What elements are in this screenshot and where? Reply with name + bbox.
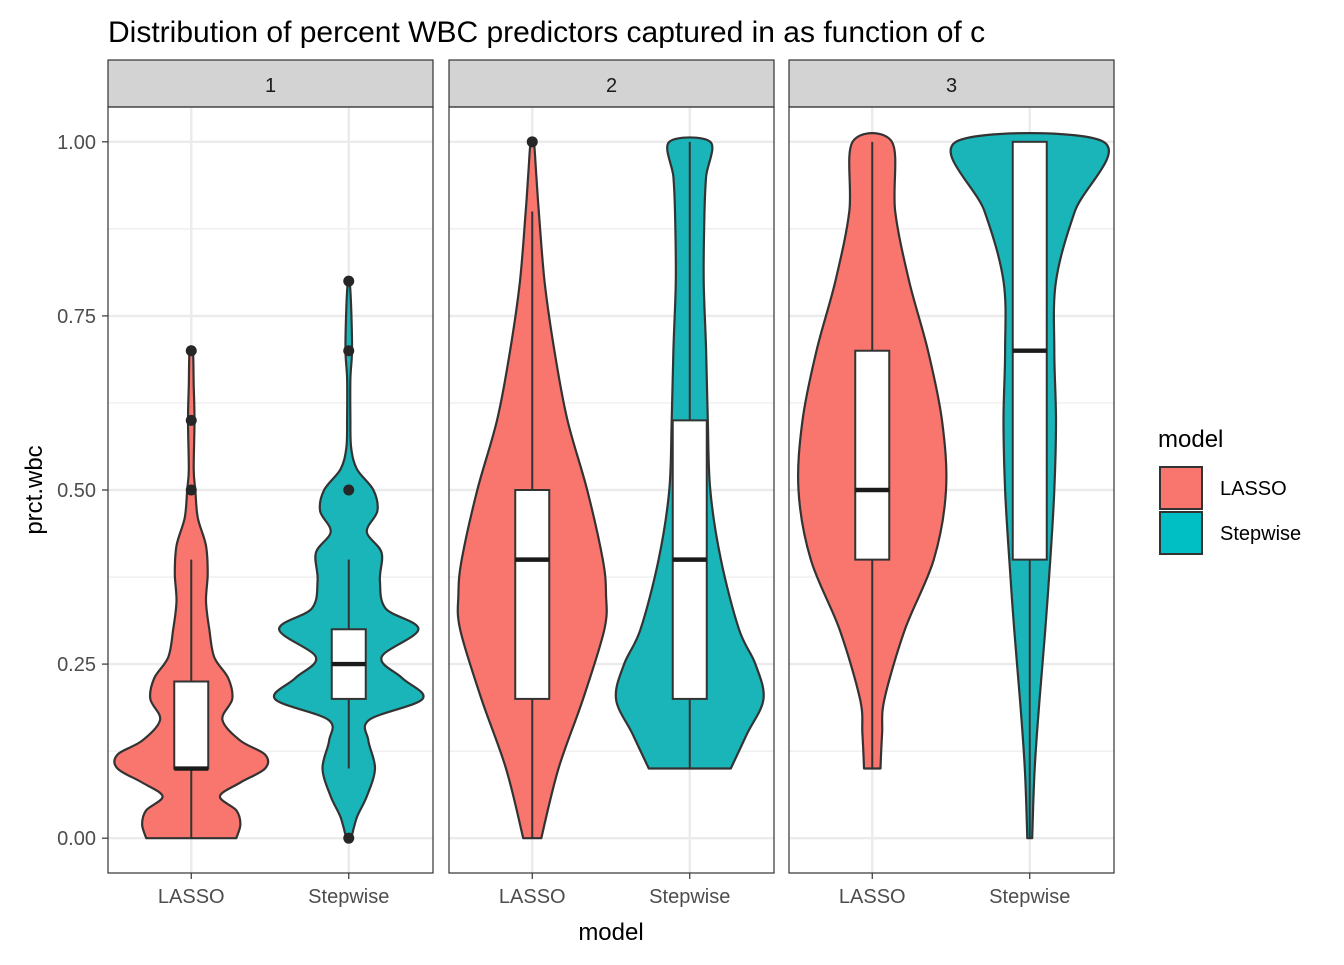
x-tick-label: LASSO	[839, 886, 906, 908]
y-tick-label: 0.00	[57, 828, 96, 850]
violin-group-lasso	[796, 132, 948, 770]
facet-strip	[107, 59, 434, 108]
violin-group-stepwise	[614, 136, 765, 770]
facet-panels: 1 LASSO Stepwise 2 LASSO Stepwise 3 LASSO Stepwi…	[107, 59, 1115, 908]
x-tick-label: LASSO	[158, 886, 225, 908]
outlier-point	[526, 136, 538, 148]
x-tick-label: Stepwise	[649, 886, 730, 908]
violin-group-lasso	[456, 136, 608, 840]
panel-border	[788, 106, 1115, 874]
outlier-point	[185, 345, 197, 357]
legend-label-lasso: LASSO	[1220, 478, 1287, 500]
facet-strip-label: 3	[946, 75, 957, 97]
box-lasso	[173, 680, 210, 770]
panel-border	[448, 106, 775, 874]
y-axis: 0.00 0.25 0.50 0.75 1.00	[57, 132, 108, 850]
x-tick-label: Stepwise	[308, 886, 389, 908]
y-tick-label: 0.25	[57, 654, 96, 676]
outlier-point	[343, 484, 355, 496]
legend-label-stepwise: Stepwise	[1220, 523, 1301, 545]
x-tick-label: Stepwise	[989, 886, 1070, 908]
legend: model LASSO Stepwise	[1158, 426, 1301, 555]
facet-strip	[448, 59, 775, 108]
x-tick-label: LASSO	[499, 886, 566, 908]
outlier-point	[185, 484, 197, 496]
legend-key-stepwise	[1159, 511, 1203, 555]
facet-panel-3: 3 LASSO Stepwise	[788, 59, 1115, 908]
violin-group-stepwise	[272, 275, 425, 844]
outlier-point	[343, 345, 355, 357]
facet-panel-2: 2 LASSO Stepwise	[448, 59, 775, 908]
outlier-point	[343, 832, 355, 844]
outlier-point	[185, 414, 197, 426]
facet-strip-label: 1	[265, 75, 276, 97]
violin-group-lasso	[113, 345, 270, 840]
chart-title: Distribution of percent WBC predictors c…	[108, 16, 985, 49]
facet-strip-label: 2	[606, 75, 617, 97]
box-lasso	[514, 489, 551, 700]
legend-title: model	[1158, 426, 1223, 453]
y-tick-label: 0.50	[57, 480, 96, 502]
x-axis-label: model	[578, 919, 643, 946]
facet-panel-1: 1 LASSO Stepwise	[107, 59, 434, 908]
violin-group-stepwise	[949, 132, 1111, 840]
y-tick-label: 0.75	[57, 306, 96, 328]
legend-key-lasso	[1159, 466, 1203, 510]
box-lasso	[854, 349, 891, 561]
facet-strip	[788, 59, 1115, 108]
y-tick-label: 1.00	[57, 132, 96, 154]
y-axis-label: prct.wbc	[21, 445, 48, 534]
outlier-point	[343, 275, 355, 287]
